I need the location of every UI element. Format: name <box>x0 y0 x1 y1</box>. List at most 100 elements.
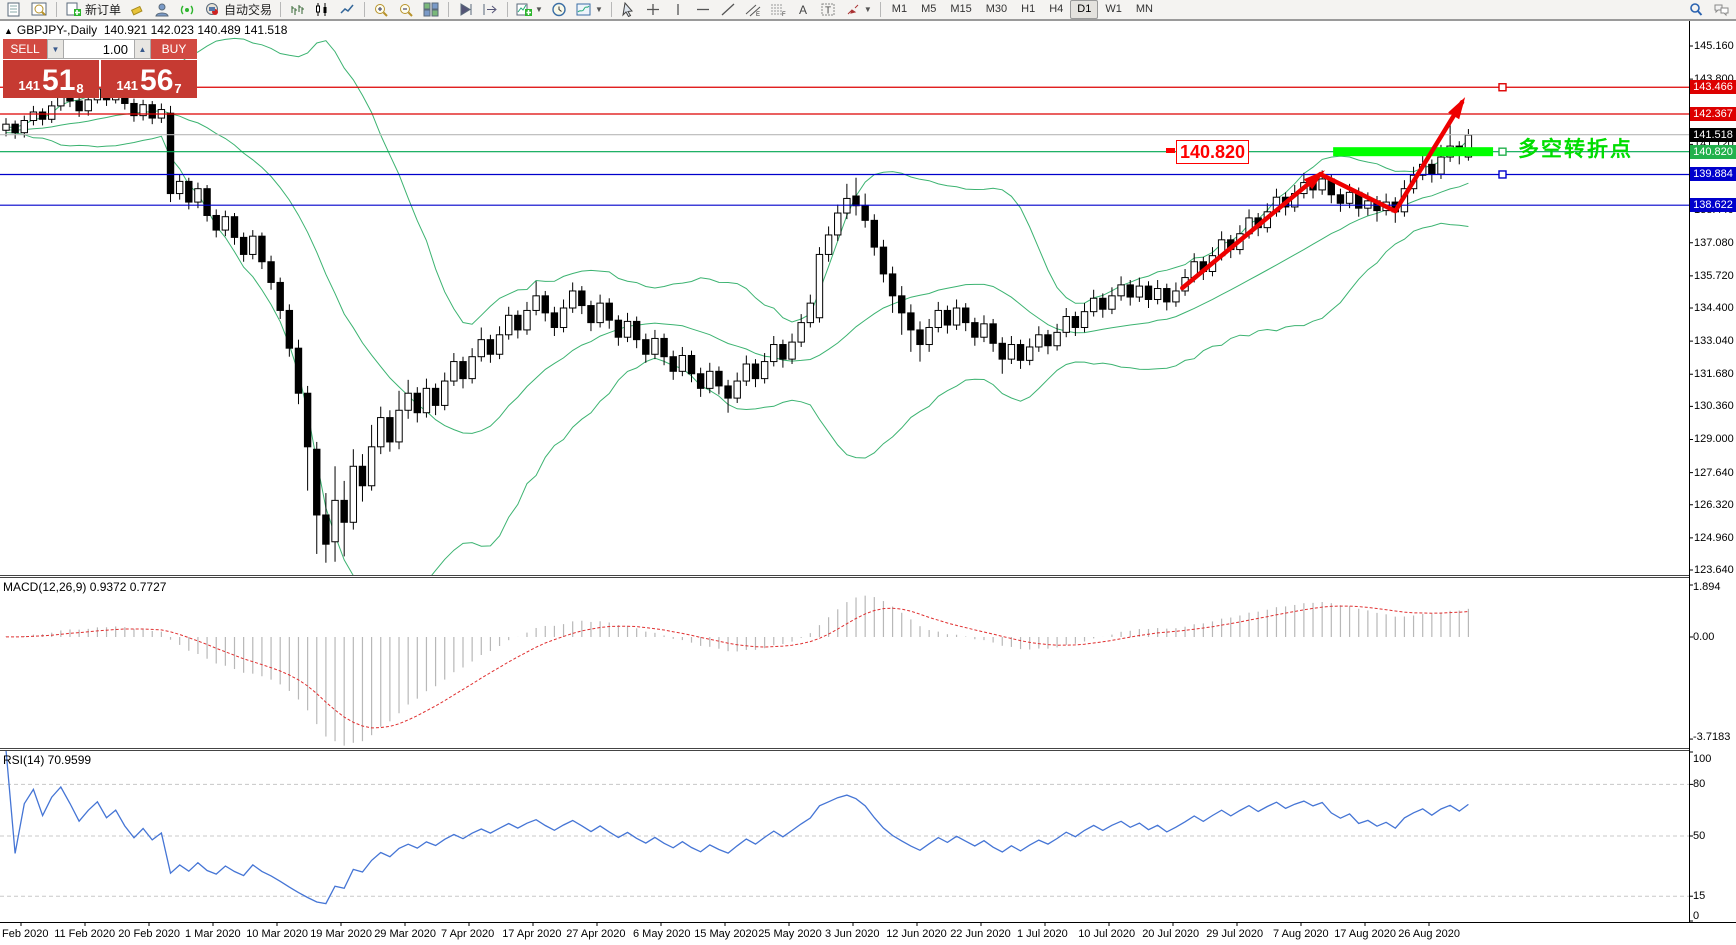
rsi-tick-0: 0 <box>1693 910 1700 922</box>
auto-trading-button-label: 自动交易 <box>224 3 273 17</box>
macd-tick-zero: 0.00 <box>1693 631 1715 643</box>
turning-point-annotation: 多空转折点 <box>1518 138 1633 161</box>
profiles-icon[interactable] <box>27 0 52 20</box>
macd-indicator <box>5 595 1470 746</box>
buy-price-big: 56 <box>140 64 174 97</box>
search-icon[interactable] <box>1684 0 1709 20</box>
price-axis-tick: 126.320 <box>1694 498 1734 511</box>
candle-chart-icon[interactable] <box>310 0 335 20</box>
candlestick-series[interactable] <box>2 76 1473 563</box>
ohlc-close: 141.518 <box>244 23 288 37</box>
price-level-label-142.367[interactable]: 142.367 <box>1690 107 1736 121</box>
trendline-icon[interactable] <box>716 0 741 20</box>
price-level-callout[interactable]: 140.820 <box>1176 140 1249 164</box>
level-handle-140.820[interactable] <box>1498 147 1507 156</box>
crosshair-icon[interactable] <box>641 0 666 20</box>
sell-button[interactable]: SELL <box>3 39 47 59</box>
cursor-icon[interactable] <box>616 0 641 20</box>
date-axis-label: 11 Feb 2020 <box>54 928 116 940</box>
indicators-icon[interactable]: ▼ <box>512 0 547 20</box>
svg-text:A: A <box>799 3 807 17</box>
price-level-label-139.884[interactable]: 139.884 <box>1690 167 1736 182</box>
chart-window-icon[interactable] <box>2 0 27 20</box>
arrows-icon[interactable]: ▼ <box>841 0 876 20</box>
price-level-label-141.518[interactable]: 141.518 <box>1690 127 1736 142</box>
chart-shift-icon[interactable] <box>478 0 503 20</box>
zoom-out-icon[interactable] <box>394 0 419 20</box>
timeframe-button-m15[interactable]: M15 <box>950 3 972 15</box>
indicators-icon-dropdown[interactable]: ▼ <box>535 5 543 14</box>
price-level-label-143.466[interactable]: 143.466 <box>1690 80 1736 95</box>
buy-button[interactable]: BUY <box>151 39 197 59</box>
price-axis-tick: 131.680 <box>1694 368 1734 381</box>
toolbar-separator <box>364 2 366 17</box>
sell-price-big: 51 <box>42 64 76 97</box>
volume-decrease-button[interactable]: ▼ <box>47 39 64 59</box>
timeframe-button-h4[interactable]: H4 <box>1049 3 1064 15</box>
date-axis-label: 25 May 2020 <box>758 928 822 940</box>
auto-trading-button[interactable]: 自动交易 <box>200 0 276 20</box>
collapse-icon[interactable]: ▲ <box>4 26 13 36</box>
horizontal-line-icon[interactable] <box>691 0 716 20</box>
bollinger-bands <box>5 37 1469 575</box>
volume-input[interactable]: 1.00 <box>64 39 134 59</box>
text-icon[interactable]: A <box>791 0 816 20</box>
ohlc-low: 140.489 <box>197 23 241 37</box>
timeframe-button-h1[interactable]: H1 <box>1021 3 1036 15</box>
timeframe-button-d1[interactable]: D1 <box>1070 0 1099 19</box>
volume-increase-button[interactable]: ▲ <box>134 39 151 59</box>
chat-icon[interactable] <box>1709 0 1734 20</box>
price-axis-tick: 135.720 <box>1694 269 1734 282</box>
signals-icon[interactable] <box>175 0 200 20</box>
symbol-label: GBPJPY-,Daily <box>16 23 98 37</box>
zoom-in-icon[interactable] <box>369 0 394 20</box>
line-chart-icon[interactable] <box>335 0 360 20</box>
date-axis-label: 7 Aug 2020 <box>1273 928 1329 940</box>
one-click-trading-panel: SELL ▼ 1.00 ▲ BUY 141 51 8 141 56 7 <box>3 39 197 98</box>
auto-scroll-icon[interactable] <box>453 0 478 20</box>
date-axis-label: 17 Aug 2020 <box>1334 928 1396 940</box>
text-label-icon[interactable]: T <box>816 0 841 20</box>
callout-handle[interactable] <box>1166 148 1175 153</box>
toolbar-separator <box>507 2 509 17</box>
fibonacci-icon[interactable]: F <box>766 0 791 20</box>
periods-icon[interactable] <box>547 0 572 20</box>
price-axis-tick: 137.080 <box>1694 236 1734 249</box>
templates-icon[interactable]: ▼ <box>572 0 607 20</box>
date-axis-label: 7 Apr 2020 <box>441 928 495 940</box>
ohlc-high: 142.023 <box>150 23 194 37</box>
expert-advisor-icon[interactable] <box>150 0 175 20</box>
tile-windows-icon[interactable] <box>419 0 444 20</box>
vertical-line-icon[interactable] <box>666 0 691 20</box>
timeframe-button-w1[interactable]: W1 <box>1105 3 1122 15</box>
eraser-icon[interactable] <box>125 0 150 20</box>
toolbar-separator <box>448 2 450 17</box>
new-order-button[interactable]: 新订单 <box>61 0 125 20</box>
templates-icon-dropdown[interactable]: ▼ <box>594 5 603 14</box>
buy-price-button[interactable]: 141 56 7 <box>101 60 197 98</box>
date-axis-label: 26 Aug 2020 <box>1398 928 1460 940</box>
equidistant-channel-icon[interactable]: E <box>741 0 766 20</box>
axis-ticks <box>20 45 1693 926</box>
timeframe-button-mn[interactable]: MN <box>1135 3 1153 15</box>
date-axis-label: 10 Jul 2020 <box>1078 928 1136 940</box>
timeframe-button-m30[interactable]: M30 <box>985 3 1008 15</box>
bar-chart-icon[interactable] <box>285 0 310 20</box>
price-axis-tick: 145.160 <box>1694 40 1734 52</box>
arrows-icon-dropdown[interactable]: ▼ <box>863 5 872 14</box>
date-axis-label: 19 Mar 2020 <box>310 928 372 940</box>
level-handle-139.884[interactable] <box>1498 170 1507 179</box>
chart-ohlc-header: ▲ GBPJPY-,Daily 140.921 142.023 140.489 1… <box>4 23 287 37</box>
date-axis-label: 15 May 2020 <box>694 928 758 940</box>
timeframe-button-m5[interactable]: M5 <box>921 3 937 15</box>
level-handle-143.466[interactable] <box>1498 83 1507 92</box>
sell-price-button[interactable]: 141 51 8 <box>3 60 99 98</box>
price-axis-tick: 130.360 <box>1694 400 1734 413</box>
price-level-label-138.622[interactable]: 138.622 <box>1690 198 1736 213</box>
price-level-label-140.820[interactable]: 140.820 <box>1690 144 1736 159</box>
timeframe-button-m1[interactable]: M1 <box>891 3 908 15</box>
trend-arrow[interactable] <box>1180 97 1466 291</box>
date-axis-label: 3 Jun 2020 <box>825 928 880 940</box>
support-highlight[interactable] <box>1333 147 1494 157</box>
